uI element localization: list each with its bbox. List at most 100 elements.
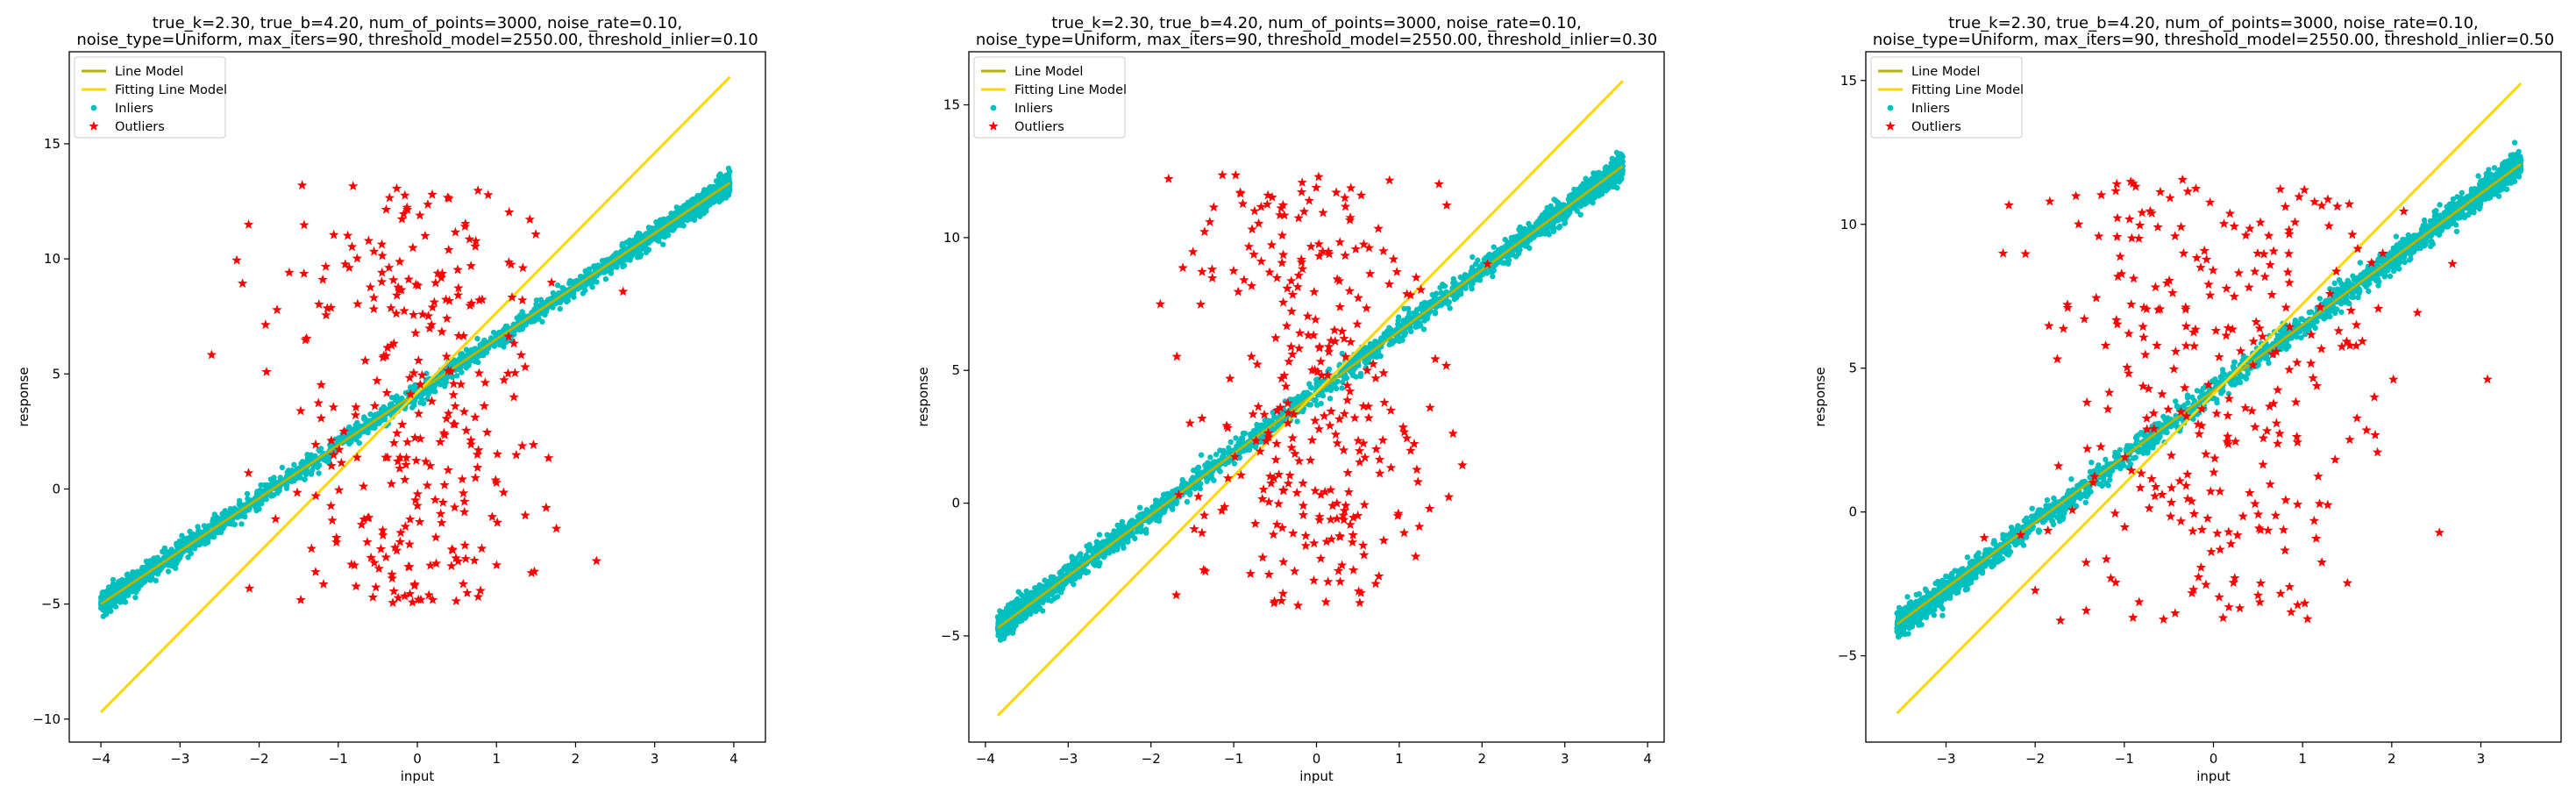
outlier-point: [456, 379, 466, 389]
inlier-point: [502, 323, 509, 330]
inlier-point: [266, 483, 273, 490]
outlier-point: [479, 400, 489, 411]
inlier-point: [268, 493, 274, 499]
outlier-point: [459, 331, 469, 340]
outlier-point: [318, 579, 329, 589]
inlier-point: [1357, 373, 1364, 379]
outlier-point: [435, 508, 446, 518]
inlier-point: [356, 439, 362, 446]
outlier-point: [394, 284, 405, 295]
outlier-point: [405, 389, 416, 399]
inlier-point: [1486, 251, 1493, 258]
outlier-point: [284, 267, 295, 277]
outlier-point: [465, 300, 475, 311]
inlier-point: [1451, 296, 1458, 303]
outlier-point: [395, 452, 405, 462]
outlier-point: [450, 226, 461, 237]
outlier-point: [351, 581, 361, 591]
outlier-point: [462, 588, 473, 597]
inlier-point: [554, 282, 561, 289]
chart-title-line: noise_type=Uniform, max_iters=90, thresh…: [976, 31, 1657, 49]
outlier-point: [437, 268, 448, 278]
x-tick-label: −4: [91, 751, 110, 767]
inlier-point: [425, 391, 431, 398]
inlier-point: [701, 206, 707, 213]
outlier-point: [431, 558, 442, 568]
outlier-point: [374, 563, 384, 574]
outlier-point: [334, 444, 345, 454]
outlier-point: [372, 375, 382, 385]
outlier-point: [364, 512, 374, 522]
outlier-point: [400, 474, 410, 484]
outlier-point: [437, 518, 447, 527]
inlier-point: [316, 462, 323, 468]
inlier-point: [308, 471, 315, 477]
inlier-point: [442, 383, 448, 389]
outlier-point: [388, 338, 399, 348]
inlier-point: [279, 464, 286, 471]
outlier-point: [377, 525, 388, 535]
inlier-point: [477, 342, 483, 348]
inlier-point: [291, 461, 297, 468]
inlier-point: [274, 489, 281, 496]
inlier-point: [702, 191, 708, 197]
outlier-point: [520, 510, 530, 520]
inlier-point: [1327, 396, 1334, 402]
inlier-point: [565, 293, 572, 299]
inlier-point: [302, 471, 310, 477]
outlier-point: [498, 487, 509, 497]
inlier-point: [219, 511, 225, 517]
inlier-point: [1023, 588, 1029, 595]
inlier-point: [463, 365, 469, 371]
inlier-point: [1389, 338, 1395, 344]
outlier-point: [426, 319, 437, 330]
outlier-point: [391, 182, 402, 193]
inlier-point: [628, 251, 634, 258]
inlier-point: [147, 558, 153, 564]
outlier-point: [359, 355, 371, 365]
outlier-point: [477, 294, 487, 304]
inlier-point: [668, 224, 675, 230]
outlier-point: [329, 229, 339, 239]
inlier-point: [183, 535, 189, 542]
outlier-point: [328, 402, 338, 412]
outlier-point: [423, 311, 434, 321]
outlier-point: [439, 429, 450, 439]
outlier-point: [391, 545, 402, 555]
outlier-point: [509, 368, 521, 377]
inlier-point: [1401, 305, 1407, 312]
outlier-point: [415, 210, 425, 220]
inlier-point: [1339, 350, 1345, 357]
outlier-point: [460, 218, 471, 228]
outlier-point: [541, 502, 551, 512]
outlier-point: [420, 230, 431, 240]
inlier-point: [387, 402, 394, 408]
inlier-point: [583, 268, 589, 275]
inlier-point: [697, 213, 703, 219]
outlier-point: [348, 181, 359, 191]
inlier-point: [496, 329, 502, 336]
outlier-point: [368, 246, 380, 256]
outlier-point: [516, 349, 527, 360]
outlier-point: [449, 502, 460, 512]
outlier-point: [425, 461, 436, 470]
outlier-point: [395, 463, 405, 473]
outlier-point: [381, 204, 392, 214]
outlier-point: [452, 555, 464, 566]
inlier-point: [389, 395, 395, 401]
inlier-point: [1226, 445, 1232, 451]
outlier-point: [509, 338, 519, 348]
inlier-point: [557, 305, 563, 312]
legend-swatch: [89, 121, 99, 131]
outlier-point: [474, 295, 485, 305]
outlier-point: [369, 400, 381, 411]
outlier-point: [411, 455, 422, 465]
outlier-point: [457, 474, 467, 484]
inlier-point: [174, 540, 180, 546]
outlier-point: [367, 592, 378, 602]
outlier-point: [439, 480, 450, 489]
inlier-point: [491, 343, 498, 349]
outlier-point: [476, 543, 487, 554]
inlier-point: [238, 521, 245, 527]
outlier-point: [388, 586, 399, 596]
